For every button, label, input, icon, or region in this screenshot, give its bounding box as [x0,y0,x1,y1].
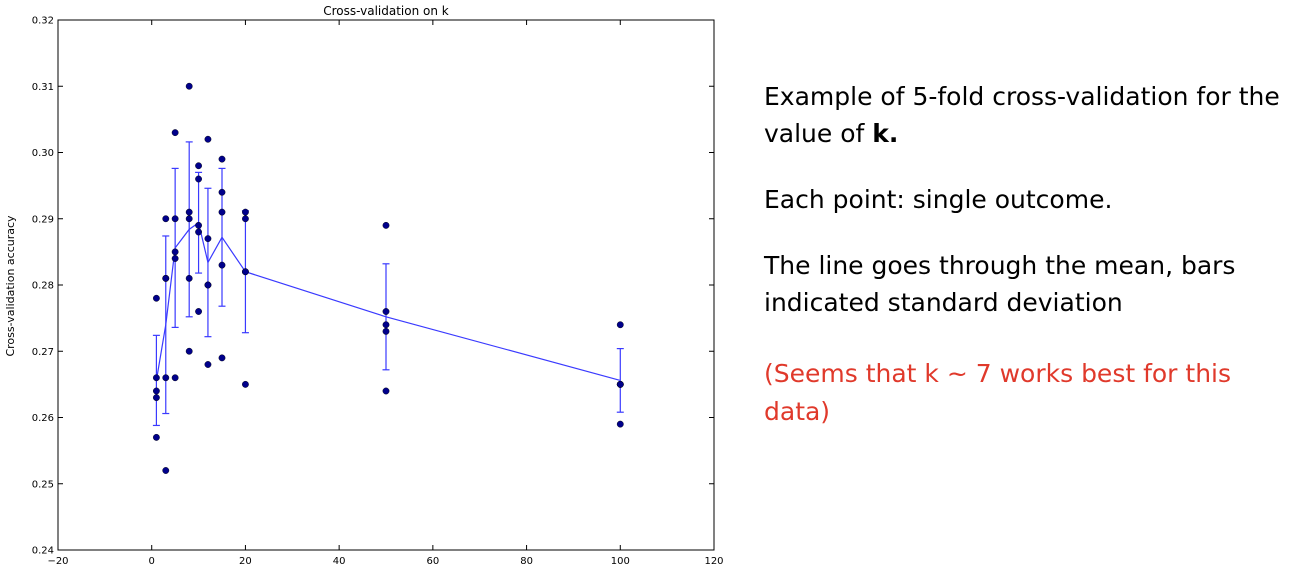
data-point [382,321,390,329]
data-point [616,420,624,428]
data-point [185,208,193,216]
data-point [204,281,212,289]
data-point [242,380,249,388]
y-tick-label: 0.32 [32,16,54,27]
data-point [195,162,202,170]
data-point [242,215,249,223]
data-point [195,228,202,236]
data-point [218,354,226,362]
data-point [152,294,160,302]
data-point [204,361,212,368]
y-tick-label: 0.31 [32,82,54,93]
data-point [171,255,179,262]
data-point [204,235,212,243]
data-point [162,374,170,382]
x-tick-label: 40 [333,556,346,567]
y-tick-label: 0.29 [32,214,54,225]
data-point [382,308,390,315]
x-tick-label: 20 [239,556,252,567]
x-tick-label: 100 [611,556,630,567]
caption-block: Example of 5-fold cross-validation for t… [764,78,1304,431]
data-point [218,188,226,196]
data-point [218,208,226,216]
x-tick-label: 120 [704,556,723,567]
caption-line-1-text: Example of 5-fold cross-validation for t… [764,82,1280,148]
y-tick-label: 0.27 [32,347,54,358]
data-point [242,268,249,276]
y-tick-label: 0.24 [32,546,54,557]
data-point [152,387,160,395]
data-point [162,215,170,223]
data-point [616,321,624,329]
y-tick-label: 0.25 [32,479,54,490]
data-point [171,248,179,256]
x-tick-label: −20 [47,556,68,567]
x-tick-label: 60 [426,556,439,567]
data-point [152,394,160,402]
data-point [195,221,202,229]
data-point [162,274,170,282]
chart-title: Cross-validation on k [323,4,449,18]
data-point [162,467,170,474]
data-point [152,433,160,441]
data-point [195,308,202,315]
data-point [218,261,226,269]
error-bars [152,141,624,427]
data-point [218,155,226,163]
data-point [185,82,193,90]
caption-k-bold: k. [872,119,899,148]
y-axis-label: Cross-validation accuracy [4,215,17,357]
x-tick-label: 0 [149,556,155,567]
caption-line-3: The line goes through the mean, bars ind… [764,251,1236,317]
caption-line-1: Example of 5-fold cross-validation for t… [764,78,1304,152]
data-point [185,274,193,282]
data-point [185,347,193,355]
data-point [171,374,179,382]
caption-note: (Seems that k ~ 7 works best for this da… [764,359,1232,426]
data-point [185,215,193,223]
data-point [382,387,390,395]
y-tick-label: 0.30 [32,148,54,159]
cross-validation-chart: Cross-validation on k Cross-validation a… [4,4,724,568]
data-point [242,208,249,216]
data-point [195,175,202,183]
y-tick-label: 0.28 [32,281,54,292]
data-point [171,215,179,223]
data-point [204,135,212,143]
x-tick-label: 80 [520,556,533,567]
y-tick-label: 0.26 [32,413,54,424]
data-point [152,374,160,382]
data-point [382,221,390,229]
caption-line-2: Each point: single outcome. [764,185,1113,214]
mean-line [155,221,621,381]
axis-ticks: −20 0 20 40 60 80 100 120 0.24 0.25 0.26 0.27 0.28 0.… [32,16,724,568]
data-point [382,327,390,335]
data-point [616,380,624,388]
data-point [171,129,179,137]
data-points [152,82,624,474]
